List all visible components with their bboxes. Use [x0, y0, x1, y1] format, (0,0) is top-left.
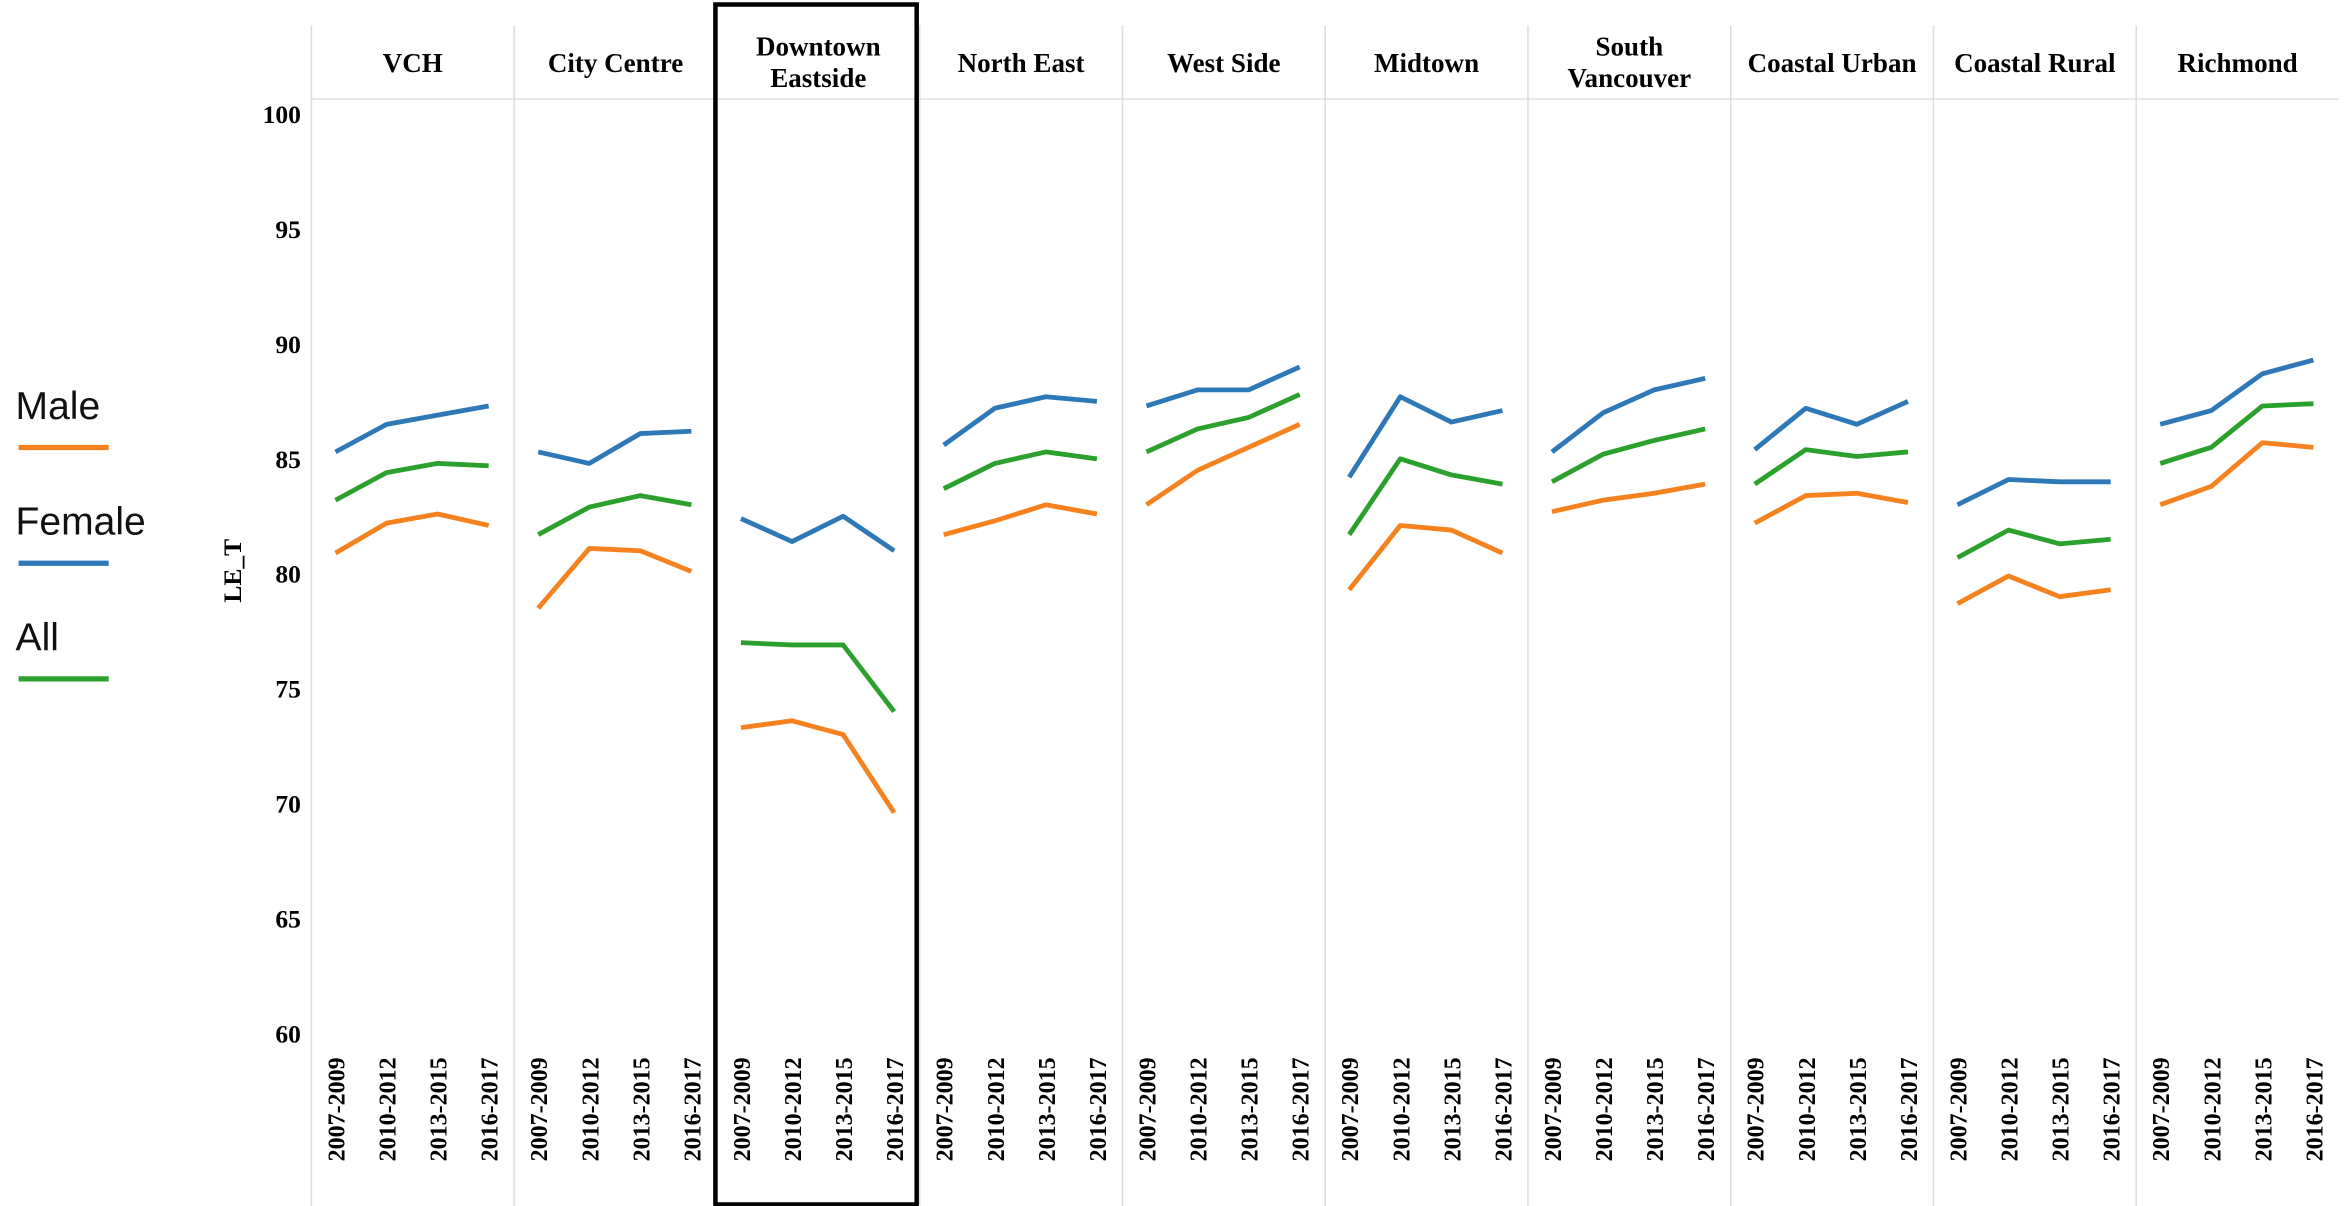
x-tick-label: 2016-2017 — [1289, 1057, 1315, 1161]
y-tick-label: 75 — [275, 675, 301, 704]
series-line — [942, 449, 1098, 491]
y-tick-label: 90 — [275, 330, 301, 359]
panel-title: Midtown — [1374, 48, 1479, 78]
x-tick-label: 2007-2009 — [527, 1057, 553, 1161]
x-tick-label: 2007-2009 — [1135, 1057, 1161, 1161]
panel-title: West Side — [1167, 48, 1280, 78]
series-line — [334, 403, 490, 455]
x-tick-label: 2013-2015 — [2251, 1057, 2277, 1161]
legend-label: All — [16, 616, 59, 659]
x-tick-label: 2013-2015 — [1035, 1057, 1061, 1161]
series-line — [1551, 481, 1706, 515]
x-tick-label: 2010-2012 — [578, 1057, 604, 1161]
x-tick-label: 2013-2015 — [1643, 1057, 1669, 1161]
series-line — [740, 718, 897, 815]
x-tick-label: 2007-2009 — [933, 1057, 959, 1161]
x-tick-label: 2010-2012 — [1389, 1057, 1415, 1161]
x-tick-label: 2007-2009 — [1946, 1057, 1972, 1161]
series-line — [334, 461, 489, 503]
series-line — [537, 493, 692, 537]
x-tick-label: 2013-2015 — [2049, 1057, 2075, 1161]
x-tick-label: 2010-2012 — [1592, 1057, 1618, 1161]
panel-title: North East — [958, 48, 1085, 78]
series-line — [1145, 422, 1301, 507]
x-tick-label: 2007-2009 — [1338, 1057, 1364, 1161]
y-tick-label: 60 — [275, 1019, 301, 1048]
x-tick-label: 2010-2012 — [2200, 1057, 2226, 1161]
x-tick-label: 2010-2012 — [376, 1057, 402, 1161]
x-tick-label: 2010-2012 — [984, 1057, 1010, 1161]
series-line — [1753, 447, 1909, 487]
x-tick-label: 2013-2015 — [1846, 1057, 1872, 1161]
x-tick-label: 2016-2017 — [1897, 1057, 1923, 1161]
x-tick-label: 2016-2017 — [1086, 1057, 1112, 1161]
series-line — [537, 428, 692, 466]
x-tick-label: 2010-2012 — [1187, 1057, 1213, 1161]
x-tick-label: 2016-2017 — [2302, 1057, 2328, 1161]
panel-title: Coastal Urban — [1748, 48, 1917, 78]
series-line — [1956, 477, 2111, 507]
series-line — [739, 513, 896, 553]
x-tick-label: 2010-2012 — [1795, 1057, 1821, 1161]
series-line — [942, 394, 1098, 447]
x-tick-label: 2013-2015 — [1440, 1057, 1466, 1161]
panel-title: Richmond — [2178, 48, 2298, 78]
x-tick-label: 2010-2012 — [1998, 1057, 2024, 1161]
y-tick-label: 95 — [275, 215, 301, 244]
panel-title: Coastal Rural — [1954, 48, 2116, 78]
panel-title: VCH — [383, 48, 443, 78]
x-tick-label: 2016-2017 — [478, 1057, 504, 1161]
x-tick-label: 2016-2017 — [1491, 1057, 1517, 1161]
series-line — [2159, 401, 2314, 466]
x-tick-label: 2007-2009 — [1541, 1057, 1567, 1161]
y-axis-label: LE_T — [218, 539, 247, 603]
x-tick-label: 2013-2015 — [832, 1057, 858, 1161]
series-line — [1145, 392, 1301, 455]
x-tick-label: 2016-2017 — [883, 1057, 909, 1161]
series-line — [1753, 399, 1909, 452]
y-tick-label: 65 — [275, 904, 301, 933]
y-tick-label: 70 — [275, 790, 301, 819]
x-tick-label: 2016-2017 — [1694, 1057, 1720, 1161]
series-line — [1347, 456, 1503, 536]
series-line — [1347, 394, 1503, 479]
x-tick-label: 2007-2009 — [324, 1057, 350, 1161]
series-line — [536, 546, 693, 610]
x-tick-label: 2013-2015 — [1238, 1057, 1264, 1161]
x-tick-label: 2013-2015 — [427, 1057, 453, 1161]
x-tick-label: 2007-2009 — [730, 1057, 756, 1161]
series-line — [1956, 573, 2111, 606]
series-line — [1550, 376, 1706, 454]
legend-label: Female — [16, 501, 146, 544]
series-line — [2159, 440, 2314, 508]
x-tick-label: 2013-2015 — [629, 1057, 655, 1161]
series-line — [1753, 490, 1909, 526]
legend-label: Male — [16, 385, 101, 428]
series-line — [1550, 426, 1706, 484]
y-tick-label: 85 — [275, 445, 301, 474]
y-tick-label: 80 — [275, 560, 301, 589]
panel-title: Downtown Eastside — [756, 32, 881, 94]
series-line — [943, 502, 1098, 537]
x-tick-label: 2016-2017 — [2100, 1057, 2126, 1161]
series-line — [334, 511, 490, 556]
highlight-box — [713, 2, 919, 1206]
series-line — [1347, 523, 1504, 592]
panel-title: South Vancouver — [1568, 32, 1692, 94]
x-tick-label: 2007-2009 — [1744, 1057, 1770, 1161]
x-tick-label: 2007-2009 — [2149, 1057, 2175, 1161]
series-line — [1145, 364, 1301, 409]
panel-title: City Centre — [548, 48, 683, 78]
series-line — [740, 640, 897, 714]
x-tick-label: 2016-2017 — [680, 1057, 706, 1161]
series-line — [1956, 527, 2111, 560]
x-tick-label: 2010-2012 — [781, 1057, 807, 1161]
series-line — [2159, 357, 2315, 427]
y-tick-label: 100 — [263, 100, 301, 129]
